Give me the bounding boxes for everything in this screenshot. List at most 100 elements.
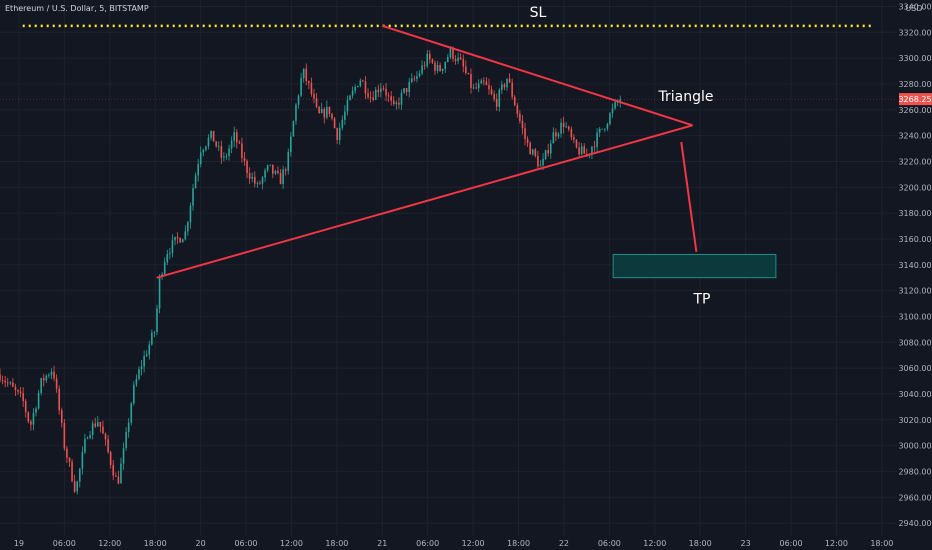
- time-tick-label: 06:00: [416, 539, 439, 548]
- price-tick-label: 3320.00: [898, 28, 931, 37]
- candle-body: [490, 89, 493, 95]
- candle-body: [35, 408, 37, 413]
- candle-body: [580, 146, 583, 155]
- candle-body: [261, 177, 264, 184]
- price-tick-label: 3120.00: [898, 287, 931, 296]
- candle-body: [269, 164, 272, 166]
- time-tick-label: 12:00: [98, 539, 121, 548]
- price-axis[interactable]: 3340.00 3320.00 3300.00 3280.00 3260.00 3240.…: [898, 2, 932, 528]
- symbol-title[interactable]: Ethereum / U.S. Dollar, 5, BITSTAMP: [5, 4, 149, 13]
- candle-body: [344, 111, 346, 120]
- candle-body: [526, 138, 529, 143]
- price-tick-label: 3240.00: [898, 132, 931, 141]
- candle-body: [410, 78, 413, 82]
- candle-body: [91, 423, 94, 436]
- candle-body: [493, 94, 495, 99]
- candle-body: [187, 222, 189, 232]
- candle-body: [372, 97, 374, 100]
- candle-body: [50, 371, 53, 376]
- candle-body: [199, 152, 202, 165]
- candle-body: [475, 87, 477, 89]
- candle-body: [382, 88, 385, 90]
- candle-body: [539, 165, 542, 167]
- candle-body: [483, 80, 485, 82]
- time-tick-label: 18:00: [507, 539, 530, 548]
- candle-body: [210, 130, 212, 138]
- candle-body: [174, 236, 176, 241]
- candle-body: [179, 238, 181, 243]
- candle-body: [609, 113, 611, 125]
- candle-body: [421, 65, 423, 74]
- candle-body: [251, 176, 254, 179]
- candle-body: [253, 176, 256, 184]
- candle-body: [22, 393, 24, 402]
- candle-body: [66, 448, 68, 458]
- candle-body: [27, 412, 30, 422]
- candle-body: [228, 148, 230, 156]
- candle-body: [73, 481, 76, 492]
- candle-body: [374, 89, 377, 100]
- candle-body: [12, 382, 14, 387]
- candle-body: [4, 380, 6, 383]
- candle-body: [449, 47, 452, 58]
- candle-body: [215, 141, 217, 147]
- candle-body: [573, 137, 575, 140]
- candle-body: [256, 182, 259, 184]
- candle-body: [220, 146, 223, 158]
- time-tick-label: 19: [14, 539, 24, 548]
- candle-body: [511, 82, 513, 97]
- candle-body: [272, 164, 274, 174]
- candle-body: [238, 142, 241, 144]
- candle-body: [94, 423, 97, 427]
- candle-body: [212, 130, 215, 142]
- candle-body: [575, 139, 578, 148]
- candle-body: [506, 78, 508, 88]
- triangle-upper-trendline: [381, 24, 693, 127]
- candle-body: [385, 88, 387, 96]
- candle-body: [354, 86, 356, 91]
- candle-body: [53, 371, 55, 379]
- candle-body: [470, 73, 472, 88]
- candle-body: [555, 132, 557, 137]
- candle-body: [616, 101, 619, 103]
- time-axis[interactable]: 19 06:00 12:00 18:00 20 06:00 12:00 18:00 21 06:0…: [14, 539, 894, 548]
- price-tick-label: 2960.00: [898, 493, 931, 502]
- candle-body: [243, 158, 246, 161]
- price-tick-label: 3000.00: [898, 442, 931, 451]
- candle-body: [225, 155, 228, 157]
- candle-body: [259, 182, 261, 184]
- stop-loss-label: SL: [530, 5, 547, 21]
- candle-body: [287, 152, 290, 171]
- candle-body: [205, 146, 207, 150]
- candle-body: [297, 95, 300, 105]
- candlestick-series: [0, 45, 622, 495]
- candle-body: [166, 254, 169, 263]
- triangle-label: Triangle: [658, 89, 714, 105]
- candle-body: [40, 378, 42, 393]
- candle-body: [235, 132, 238, 143]
- candle-body: [127, 422, 130, 433]
- last-price-tag: [899, 93, 932, 106]
- candle-body: [400, 92, 403, 105]
- candle-body: [282, 169, 284, 185]
- price-tick-label: 3280.00: [898, 80, 931, 89]
- candle-body: [557, 133, 560, 137]
- candle-body: [78, 468, 81, 482]
- candle-body: [441, 68, 444, 72]
- candle-body: [601, 128, 604, 130]
- candle-body: [413, 78, 416, 80]
- candle-body: [192, 188, 194, 206]
- candle-body: [1, 380, 4, 382]
- price-tick-label: 3100.00: [898, 312, 931, 321]
- candle-body: [107, 439, 109, 453]
- price-axis-background: [898, 0, 932, 550]
- candle-body: [305, 68, 308, 82]
- candle-body: [444, 61, 447, 69]
- candle-body: [454, 58, 457, 62]
- candle-body: [266, 165, 269, 171]
- candle-body: [390, 96, 392, 101]
- candle-body: [395, 102, 398, 105]
- time-tick-label: 18:00: [325, 539, 348, 548]
- candle-body: [356, 86, 359, 87]
